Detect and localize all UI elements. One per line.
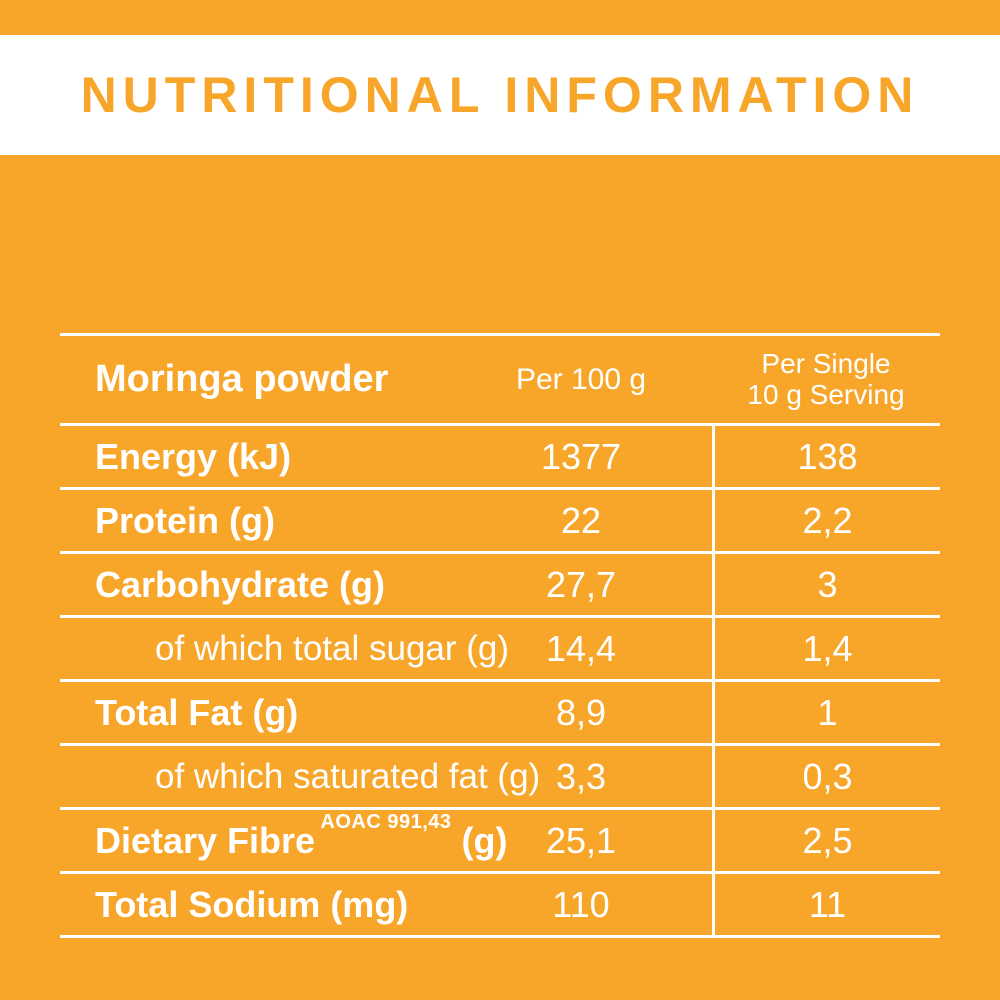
row-value-per-serving: 2,2 xyxy=(712,490,940,551)
table-row: Total Sodium (mg) 110 11 xyxy=(60,871,940,935)
row-value-per-100g: 8,9 xyxy=(555,691,607,733)
nutrition-table: Moringa powder Per 100 g Per Single 10 g… xyxy=(60,333,940,938)
row-label: Dietary Fibre AOAC 991,43 (g) xyxy=(95,810,508,861)
row-value-per-serving: 138 xyxy=(712,426,940,487)
row-label: of which total sugar (g) xyxy=(155,628,510,668)
table-row: of which total sugar (g) 14,4 1,4 xyxy=(60,615,940,679)
per-serving-line-2: 10 g Serving xyxy=(747,378,905,410)
row-label: Total Fat (g) xyxy=(95,691,299,733)
product-name: Moringa powder xyxy=(95,358,389,400)
table-row: Energy (kJ) 1377 138 xyxy=(60,423,940,487)
row-value-per-100g: 3,3 xyxy=(555,755,607,797)
row-value-per-serving: 1 xyxy=(712,682,940,743)
row-label: of which saturated fat (g) xyxy=(155,756,541,796)
row-value-per-100g: 27,7 xyxy=(545,563,617,605)
page-title: NUTRITIONAL INFORMATION xyxy=(80,67,920,123)
row-value-per-serving: 3 xyxy=(712,554,940,615)
table-header-row: Moringa powder Per 100 g Per Single 10 g… xyxy=(60,333,940,423)
row-label: Total Sodium (mg) xyxy=(95,883,409,925)
table-row: Dietary Fibre AOAC 991,43 (g) 25,1 2,5 xyxy=(60,807,940,871)
row-value-per-100g: 14,4 xyxy=(545,627,617,669)
column-header-per-serving: Per Single 10 g Serving xyxy=(712,336,940,423)
table-row: Protein (g) 22 2,2 xyxy=(60,487,940,551)
row-value-per-100g: 1377 xyxy=(540,435,622,477)
row-label: Carbohydrate (g) xyxy=(95,563,386,605)
row-label: Energy (kJ) xyxy=(95,435,292,477)
table-body: Energy (kJ) 1377 138 Protein (g) 22 2,2 Carboh… xyxy=(60,423,940,935)
table-row: of which saturated fat (g) 3,3 0,3 xyxy=(60,743,940,807)
row-value-per-100g: 22 xyxy=(560,499,602,541)
column-header-per-100g: Per 100 g xyxy=(515,362,647,396)
row-value-per-serving: 1,4 xyxy=(712,618,940,679)
row-value-per-serving: 0,3 xyxy=(712,746,940,807)
title-band: NUTRITIONAL INFORMATION xyxy=(0,35,1000,155)
row-label-superscript: AOAC 991,43 xyxy=(315,810,452,833)
row-value-per-serving: 11 xyxy=(712,874,940,935)
row-value-per-100g: 25,1 xyxy=(545,819,617,861)
per-serving-line-1: Per Single xyxy=(761,348,891,380)
row-label: Protein (g) xyxy=(95,499,275,541)
row-value-per-100g: 110 xyxy=(552,883,610,925)
table-row: Total Fat (g) 8,9 1 xyxy=(60,679,940,743)
row-value-per-serving: 2,5 xyxy=(712,810,940,871)
table-row: Carbohydrate (g) 27,7 3 xyxy=(60,551,940,615)
